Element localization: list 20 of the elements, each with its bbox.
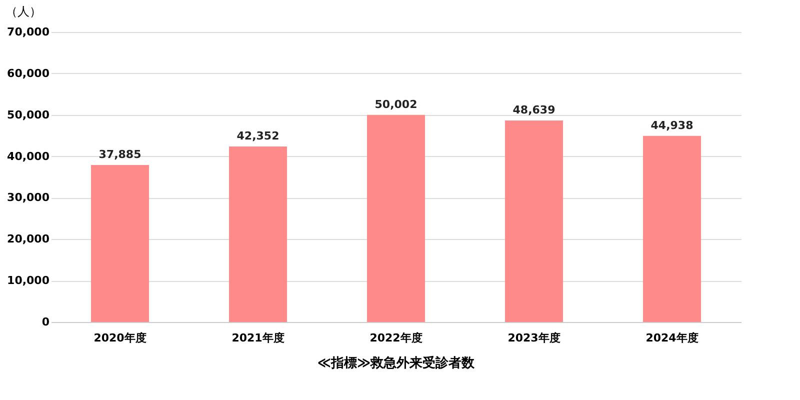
x-tick-label: 2024年度 <box>646 332 698 344</box>
data-label: 37,885 <box>98 148 142 162</box>
data-label: 48,639 <box>512 103 556 116</box>
y-tick-label: 10,000 <box>7 274 50 288</box>
y-tick-label: 50,000 <box>7 108 50 122</box>
y-tick-label: 30,000 <box>7 191 50 204</box>
y-tick-label: 0 <box>42 316 50 328</box>
data-label: 42,352 <box>236 130 280 143</box>
y-tick-label: 60,000 <box>7 66 50 80</box>
x-tick-label: 2023年度 <box>508 332 560 344</box>
x-tick-label: 2021年度 <box>232 332 284 344</box>
y-axis-title: （人） <box>6 4 42 18</box>
y-tick-label: 20,000 <box>7 232 50 246</box>
data-label: 50,002 <box>374 98 418 111</box>
text: ≪指標≫救急外来受診者数 <box>317 355 476 371</box>
y-tick-label: 70,000 <box>7 26 50 38</box>
y-tick-label: 40,000 <box>7 150 50 163</box>
x-tick-label: 2020年度 <box>94 332 146 344</box>
x-tick-label: 2022年度 <box>370 332 422 344</box>
data-label: 44,938 <box>650 118 694 132</box>
